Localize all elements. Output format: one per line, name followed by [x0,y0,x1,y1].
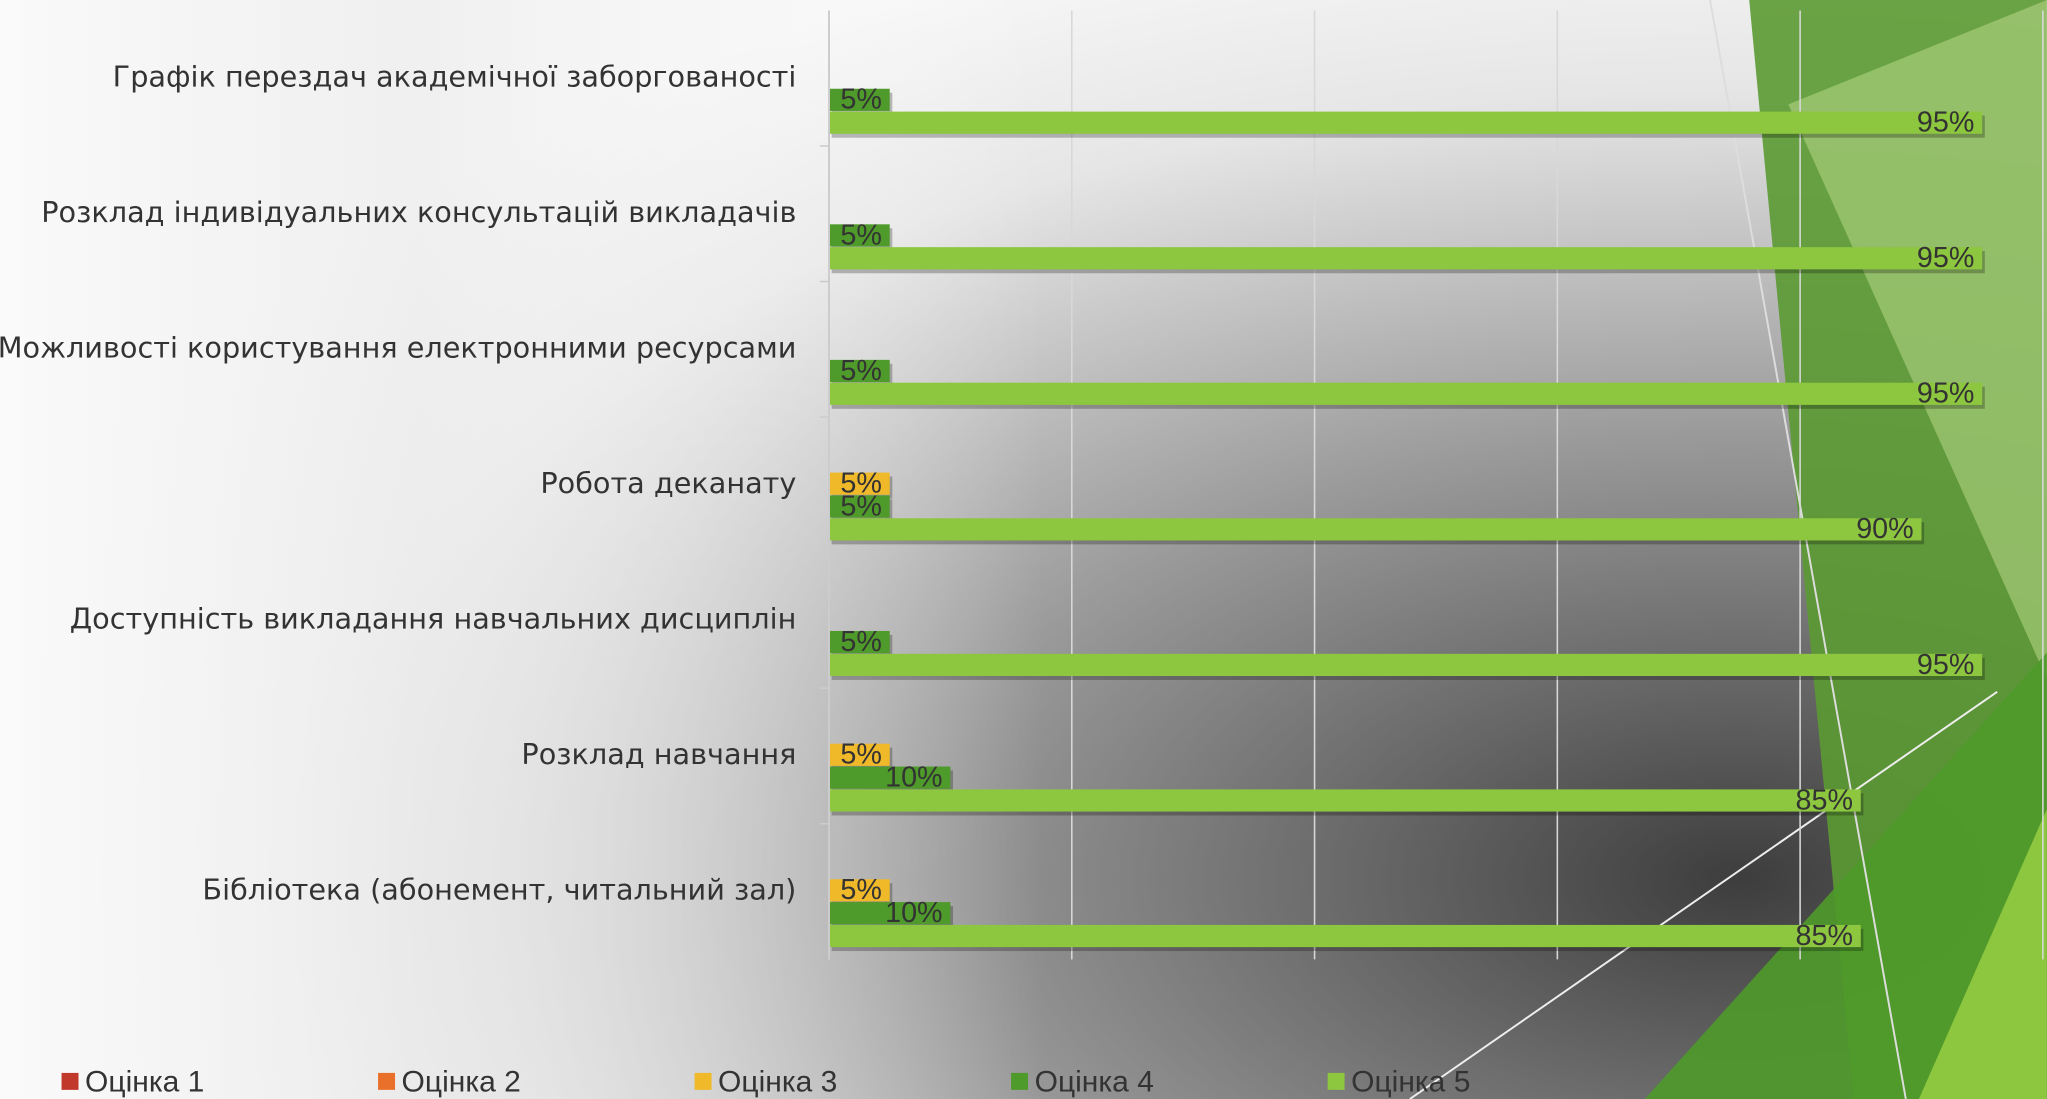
data-label: 95% [1917,107,1974,139]
bar [829,88,890,111]
legend-swatch [1011,1072,1029,1090]
legend-swatch [61,1072,79,1090]
legend-swatch [1327,1072,1345,1090]
data-label: 5% [840,355,882,387]
bar [829,653,1983,677]
bar [829,359,890,383]
category-label: Можливості користування електронними рес… [0,330,796,364]
bar [829,472,890,495]
data-label: 5% [840,490,882,522]
data-label: 85% [1796,920,1853,952]
data-label: 95% [1917,649,1974,681]
data-label: 5% [840,219,882,251]
data-label: 5% [840,468,882,500]
legend-label: Оцінка 2 [402,1065,521,1098]
data-label: 5% [840,84,882,116]
legend-label: Оцінка 3 [718,1065,837,1098]
bar [829,924,1861,948]
bar [829,495,890,518]
data-label: 90% [1856,513,1913,545]
data-label: 5% [840,739,882,771]
legend-label: Оцінка 1 [85,1065,204,1098]
decor-line [1409,690,1998,1099]
bar [829,902,951,925]
data-label: 10% [885,897,942,929]
category-label: Робота деканату [540,466,796,500]
data-label: 85% [1796,784,1853,816]
bar [829,766,951,789]
decor [1788,0,2047,679]
category-label: Розклад індивідуальних консультацій викл… [41,195,796,229]
data-label: 5% [840,626,882,658]
category-label: Бібліотека (абонемент, читальний зал) [202,873,796,907]
category-label: Розклад навчання [521,737,796,771]
legend-swatch [378,1072,396,1090]
legend-swatch [694,1072,712,1090]
legend-label: Оцінка 5 [1351,1065,1470,1098]
bar [829,224,890,247]
bar [829,879,890,902]
data-label: 95% [1917,378,1974,410]
decor-line [1709,0,1907,1099]
bar [829,743,890,766]
legend-label: Оцінка 4 [1035,1065,1154,1098]
data-label: 5% [840,874,882,906]
bar [829,247,1983,270]
category-label: Графік перездач академічної заборгованос… [113,59,797,93]
bar [829,630,890,654]
bar [829,518,1922,541]
category-label: Доступність викладання навчальних дисцип… [70,602,797,636]
data-label: 10% [885,762,942,794]
decor [1918,809,2047,1099]
data-label: 95% [1917,242,1974,274]
bar [829,789,1861,812]
bar [829,382,1983,405]
bar [829,111,1983,134]
